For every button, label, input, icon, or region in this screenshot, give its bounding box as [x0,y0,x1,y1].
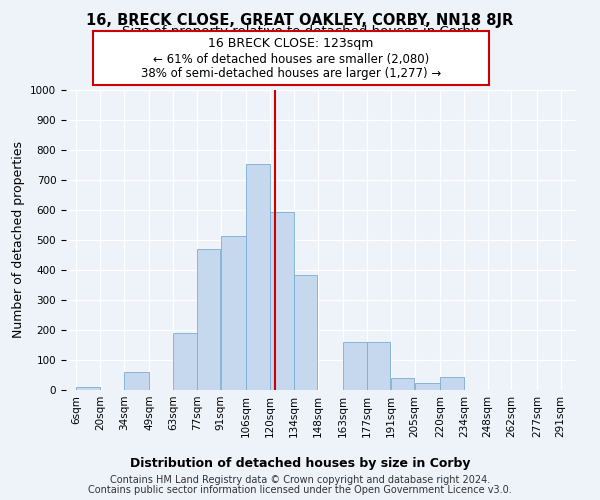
Text: 16 BRECK CLOSE: 123sqm: 16 BRECK CLOSE: 123sqm [208,37,374,50]
Bar [197,249,220,390]
Text: 16, BRECK CLOSE, GREAT OAKLEY, CORBY, NN18 8JR: 16, BRECK CLOSE, GREAT OAKLEY, CORBY, NN… [86,12,514,28]
Bar [124,372,149,390]
Bar [270,212,293,390]
Bar [294,274,317,390]
Text: ← 61% of detached houses are smaller (2,080): ← 61% of detached houses are smaller (2,… [153,53,429,66]
Bar [247,164,270,390]
Text: 38% of semi-detached houses are larger (1,277) →: 38% of semi-detached houses are larger (… [141,67,441,80]
Bar [76,387,100,390]
Bar [415,382,440,390]
Bar [391,378,414,390]
Bar [440,376,464,390]
Bar [343,342,367,390]
Bar [221,236,246,390]
Text: Size of property relative to detached houses in Corby: Size of property relative to detached ho… [122,25,478,38]
Text: Contains HM Land Registry data © Crown copyright and database right 2024.: Contains HM Land Registry data © Crown c… [110,475,490,485]
Text: Contains public sector information licensed under the Open Government Licence v3: Contains public sector information licen… [88,485,512,495]
Text: Distribution of detached houses by size in Corby: Distribution of detached houses by size … [130,458,470,470]
Bar [173,333,197,390]
Y-axis label: Number of detached properties: Number of detached properties [11,142,25,338]
Bar [367,342,391,390]
